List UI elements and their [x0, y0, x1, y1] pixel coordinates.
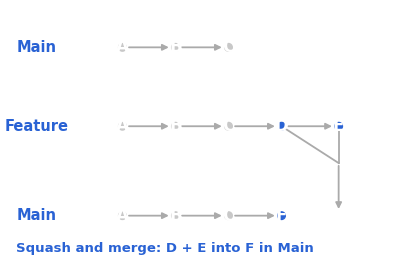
Circle shape — [119, 123, 126, 130]
Text: A: A — [116, 38, 129, 56]
Text: A: A — [116, 207, 129, 225]
Circle shape — [225, 123, 232, 130]
Text: F: F — [276, 207, 287, 225]
Circle shape — [278, 212, 285, 219]
Text: Feature: Feature — [5, 119, 69, 134]
Text: B: B — [169, 207, 182, 225]
Text: B: B — [169, 117, 182, 135]
Text: Main: Main — [17, 40, 57, 55]
Text: D: D — [275, 117, 288, 135]
Text: C: C — [222, 38, 235, 56]
Text: Main: Main — [17, 208, 57, 223]
Circle shape — [278, 123, 285, 130]
Circle shape — [119, 212, 126, 219]
Text: C: C — [222, 207, 235, 225]
Text: A: A — [116, 117, 129, 135]
Circle shape — [172, 123, 179, 130]
Circle shape — [172, 212, 179, 219]
Circle shape — [335, 123, 342, 130]
Circle shape — [225, 44, 232, 51]
Text: Squash and merge: D + E into F in Main: Squash and merge: D + E into F in Main — [16, 242, 314, 255]
Text: B: B — [169, 38, 182, 56]
Text: E: E — [333, 117, 344, 135]
Text: C: C — [222, 117, 235, 135]
Circle shape — [172, 44, 179, 51]
Circle shape — [119, 44, 126, 51]
Circle shape — [225, 212, 232, 219]
